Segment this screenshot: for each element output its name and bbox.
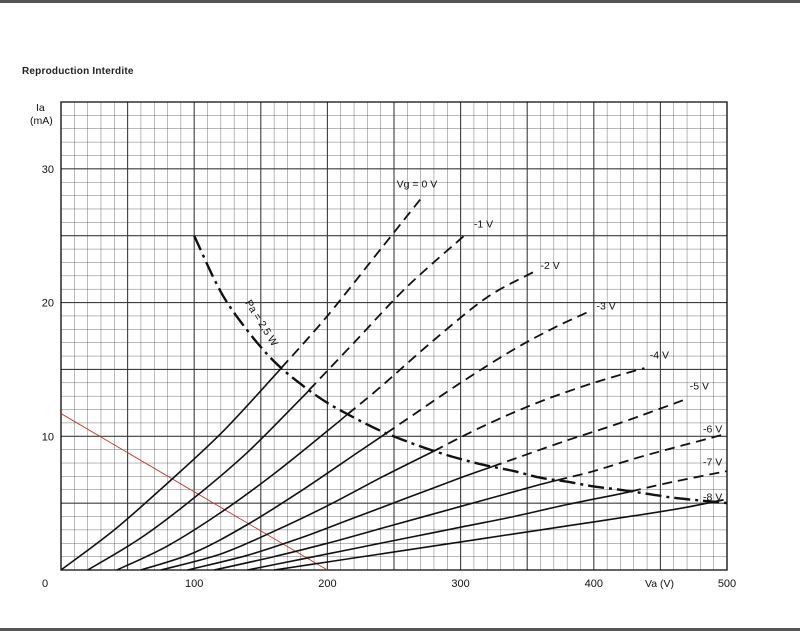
- anode-curve-dashed: [280, 195, 425, 369]
- dissipation-curve: [193, 235, 728, 505]
- x-tick-label: 0: [42, 578, 48, 590]
- anode-curve-dashed: [433, 367, 645, 452]
- x-tick-label: 100: [185, 578, 203, 590]
- anode-curve-dashed: [556, 432, 728, 482]
- anode-curve-solid: [87, 389, 310, 571]
- axis-titles: Ia (mA) Va (V): [30, 102, 674, 590]
- anode-curve-dashed: [385, 309, 592, 434]
- plot-frame: [60, 101, 728, 571]
- anode-curve-dashed: [630, 470, 728, 493]
- y-axis-title-line2: (mA): [30, 115, 53, 127]
- anode-curve-solid: [140, 432, 387, 571]
- x-tick-label: 500: [718, 578, 736, 590]
- y-axis-title-line1: Ia: [36, 102, 45, 114]
- curve-label: -4 V: [650, 350, 669, 362]
- bottom-rule: [0, 628, 800, 631]
- x-tick-label: 300: [451, 578, 469, 590]
- curve-label: -5 V: [690, 380, 709, 392]
- major-grid: [60, 101, 728, 571]
- anode-curve-solid: [60, 367, 283, 571]
- y-tick-label: 20: [42, 298, 54, 310]
- x-tick-label: 200: [318, 578, 336, 590]
- tick-labels: 0 100 200 300 400 500 10 20 30: [42, 164, 736, 590]
- copyright-note: Reproduction Interdite: [22, 66, 134, 77]
- curve-label: -8 V: [703, 491, 722, 503]
- anode-curve-solid: [187, 465, 493, 571]
- curve-label: -3 V: [596, 300, 615, 312]
- y-tick-label: 10: [42, 431, 54, 443]
- curve-label: -2 V: [541, 260, 560, 272]
- y-tick-label: 30: [42, 164, 54, 176]
- curve-label: -7 V: [703, 457, 722, 469]
- x-axis-title: Va (V): [645, 578, 674, 590]
- anode-curve-dashed: [347, 271, 535, 415]
- anode-curve-solid: [116, 413, 349, 571]
- curve-label: Vg = 0 V: [397, 179, 438, 191]
- anode-curve-dashed: [491, 397, 688, 468]
- anode-curve-solid: [247, 490, 632, 571]
- top-rule: [0, 0, 800, 3]
- max-dissipation-curve: [193, 235, 728, 505]
- x-tick-label: 400: [585, 578, 603, 590]
- curve-label: -6 V: [703, 423, 722, 435]
- anode-curve-solid: [273, 501, 714, 571]
- curve-label: -1 V: [474, 219, 493, 231]
- anode-curve-dashed: [308, 232, 468, 391]
- anode-curve-solid: [214, 479, 558, 571]
